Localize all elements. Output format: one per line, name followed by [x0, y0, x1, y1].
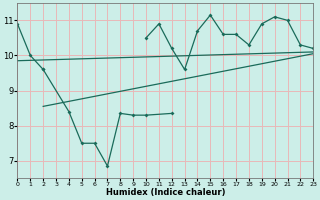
X-axis label: Humidex (Indice chaleur): Humidex (Indice chaleur) — [106, 188, 225, 197]
